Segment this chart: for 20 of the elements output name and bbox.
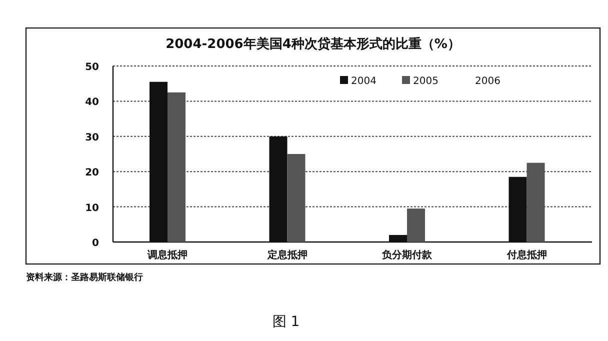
chart-title: 2004-2006年美国4种次贷基本形式的比重（%）	[166, 36, 460, 52]
y-tick-label: 40	[85, 97, 100, 108]
caption: 图 1	[272, 314, 300, 330]
x-tick-label: 调息抵押	[146, 249, 188, 261]
text: 资料来源：圣路易斯联储银行	[26, 272, 143, 283]
bar	[287, 154, 306, 242]
bar	[526, 162, 545, 242]
y-tick-label: 0	[92, 238, 100, 249]
legend-label: 2005	[413, 76, 438, 87]
text: 2006	[475, 76, 500, 87]
y-tick-label: 20	[85, 168, 100, 179]
x-tick-label: 定息抵押	[266, 249, 308, 261]
x-tick-label: 负分期付款	[381, 249, 434, 261]
legend-label: 2004	[351, 76, 376, 87]
bar	[168, 92, 186, 242]
y-tick-label: 50	[85, 62, 100, 73]
y-tick-label: 10	[85, 202, 100, 214]
y-tick-label: 30	[85, 132, 100, 144]
bar	[407, 208, 426, 242]
x-tick-label: 付息抵押	[506, 249, 547, 261]
